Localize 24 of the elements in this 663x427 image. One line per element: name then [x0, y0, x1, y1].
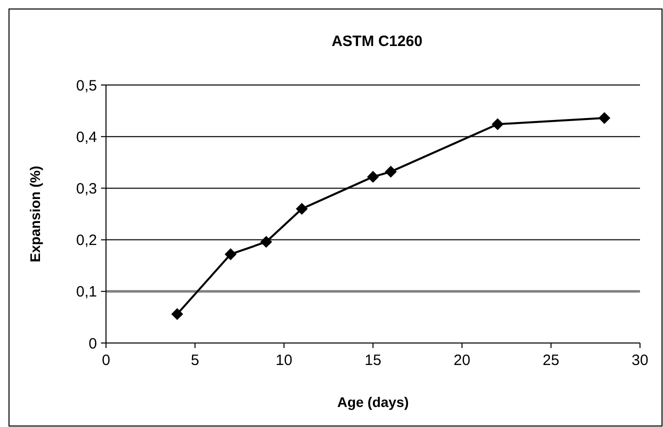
y-tick-label: 0,5 — [76, 77, 97, 94]
y-tick-label: 0,2 — [76, 232, 97, 250]
x-tick-label: 25 — [542, 352, 560, 369]
x-tick-label: 30 — [632, 352, 648, 369]
y-tick-label: 0,4 — [76, 128, 97, 146]
y-tick-label: 0 — [88, 335, 97, 352]
x-tick-label: 0 — [102, 352, 110, 369]
x-tick-label: 15 — [364, 352, 382, 369]
point — [384, 166, 397, 178]
y-tick-label: 0,3 — [76, 180, 97, 198]
x-tick-label: 20 — [454, 352, 470, 369]
chart-title: ASTM C1260 — [332, 33, 422, 50]
x-tick-label: 10 — [276, 352, 292, 369]
x-axis-title: Age (days) — [337, 394, 409, 410]
x-tick-label: 5 — [190, 352, 200, 369]
point — [296, 202, 308, 215]
point — [367, 170, 379, 183]
y-axis-title: Expansion (%) — [27, 166, 43, 262]
point — [492, 118, 504, 130]
y-tick-label: 0,1 — [76, 284, 97, 301]
point — [171, 308, 184, 320]
point — [224, 248, 237, 260]
point — [598, 112, 610, 124]
point — [260, 236, 272, 248]
